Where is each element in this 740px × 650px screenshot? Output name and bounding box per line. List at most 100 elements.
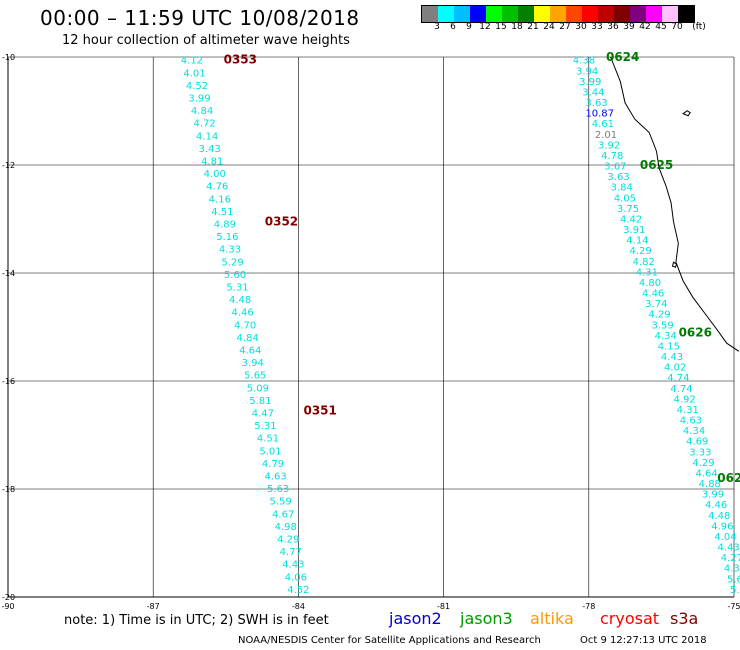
swh-value: 4.79 xyxy=(262,459,284,470)
scale-label: 21 xyxy=(527,22,539,32)
swh-value: 3.91 xyxy=(623,225,645,236)
satellite-legend-cryosat: cryosat xyxy=(600,609,660,628)
island-outline xyxy=(671,261,678,268)
pass-time-label: 0624 xyxy=(606,50,639,64)
scale-label: 33 xyxy=(591,22,603,32)
scale-swatch xyxy=(470,6,486,22)
swh-value: 4.46 xyxy=(231,308,253,319)
swh-value: 4.92 xyxy=(673,394,695,405)
swh-value: 4.27 xyxy=(721,553,740,564)
satellite-legend-jason2: jason2 xyxy=(389,609,442,628)
swh-value: 3.99 xyxy=(188,94,210,105)
swh-value: 4.00 xyxy=(204,169,226,180)
scale-swatch xyxy=(566,6,582,22)
scale-label: 12 xyxy=(479,22,491,32)
swh-value: 4.02 xyxy=(664,363,686,374)
swh-value: 4.76 xyxy=(206,182,228,193)
pass-time-label: 0627 xyxy=(717,471,740,485)
scale-swatch xyxy=(662,6,678,22)
swh-value: 4.61 xyxy=(592,119,614,130)
swh-value: 4.43 xyxy=(282,560,304,571)
color-scale-bar xyxy=(421,5,695,23)
scale-label: 42 xyxy=(639,22,651,32)
scale-label: 27 xyxy=(559,22,571,32)
scale-label: 3 xyxy=(434,22,440,32)
swh-value: 4.47 xyxy=(252,409,274,420)
scale-label: 30 xyxy=(575,22,587,32)
scale-label: 24 xyxy=(543,22,555,32)
page-subtitle: 12 hour collection of altimeter wave hei… xyxy=(62,33,350,48)
swh-value: 5.29 xyxy=(221,257,243,268)
swh-value: 4.05 xyxy=(614,193,636,204)
swh-value: 5.09 xyxy=(247,383,269,394)
scale-label: 70 xyxy=(671,22,683,32)
scale-label: 18 xyxy=(511,22,523,32)
swh-value: 4.48 xyxy=(708,511,730,522)
swh-value: 5.16 xyxy=(216,232,238,243)
scale-swatch xyxy=(598,6,614,22)
lat-label: -16 xyxy=(2,377,15,386)
lon-label: -78 xyxy=(582,602,595,611)
scale-swatch xyxy=(582,6,598,22)
swh-value: 4.63 xyxy=(264,472,286,483)
timestamp: Oct 9 12:27:13 UTC 2018 xyxy=(580,635,707,646)
swh-value: 5.31 xyxy=(226,283,248,294)
swh-value: 4.64 xyxy=(239,346,261,357)
swh-value: 3.94 xyxy=(242,358,264,369)
lon-label: -90 xyxy=(1,602,14,611)
swh-value: 4.80 xyxy=(639,278,661,289)
scale-label: 36 xyxy=(607,22,619,32)
swh-value: 5.81 xyxy=(249,396,271,407)
swh-value: 4.84 xyxy=(237,333,259,344)
swh-value: 3.63 xyxy=(607,172,629,183)
scale-swatch xyxy=(614,6,630,22)
swh-value: 4.89 xyxy=(214,220,236,231)
satellite-legend-altika: altika xyxy=(530,609,574,628)
scale-label: 15 xyxy=(495,22,507,32)
swh-value: 4.74 xyxy=(670,384,692,395)
swh-value: 3.92 xyxy=(598,140,620,151)
swh-value: 4.06 xyxy=(285,572,307,583)
swh-value: 4.14 xyxy=(626,236,648,247)
swh-value: 4.51 xyxy=(211,207,233,218)
swh-value: 3.63 xyxy=(585,98,607,109)
scale-label: (ft) xyxy=(692,22,706,32)
coastline xyxy=(610,56,740,352)
pass-time-label: 0352 xyxy=(265,215,298,229)
pass-time-label: 0626 xyxy=(679,325,712,339)
swh-value: 4.63 xyxy=(680,416,702,427)
satellite-legend-jason3: jason3 xyxy=(460,609,513,628)
scale-swatch xyxy=(422,6,438,22)
swh-value: 4.52 xyxy=(186,81,208,92)
pass-time-label: 0351 xyxy=(303,404,336,418)
swh-value: 10.87 xyxy=(585,109,614,120)
scale-label: 6 xyxy=(450,22,456,32)
swh-value: 5.63 xyxy=(267,484,289,495)
page-title: 00:00 – 11:59 UTC 10/08/2018 xyxy=(40,6,360,30)
swh-value: 4.51 xyxy=(257,434,279,445)
pass-time-label: 0353 xyxy=(224,53,257,67)
scale-label: 9 xyxy=(466,22,472,32)
swh-value: 4.31 xyxy=(677,405,699,416)
swh-value: 5.01 xyxy=(259,446,281,457)
swh-value: 3.94 xyxy=(576,66,598,77)
swh-value: 4.46 xyxy=(642,289,664,300)
scale-swatch xyxy=(502,6,518,22)
swh-value: 4.12 xyxy=(181,56,203,67)
swh-value: 3.74 xyxy=(645,299,667,310)
swh-value: 4.82 xyxy=(633,257,655,268)
swh-value: 3.67 xyxy=(604,162,626,173)
swh-value: 4.38 xyxy=(573,56,595,67)
swh-value: 3.59 xyxy=(651,320,673,331)
swh-value: 3.99 xyxy=(702,490,724,501)
swh-value: 4.98 xyxy=(275,522,297,533)
swh-value: 5.60 xyxy=(224,270,246,281)
scale-swatch xyxy=(518,6,534,22)
swh-value: 3.43 xyxy=(199,144,221,155)
scale-swatch xyxy=(678,6,694,22)
island-outline xyxy=(682,110,691,117)
swh-value: 5.68 xyxy=(727,574,740,585)
swh-value: 4.64 xyxy=(696,468,718,479)
swh-value: 5.31 xyxy=(254,421,276,432)
